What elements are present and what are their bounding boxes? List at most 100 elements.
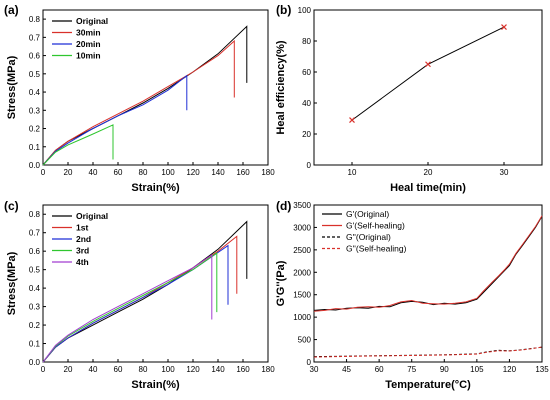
y-tick-label: 20 [302,130,311,139]
x-tick-label: 140 [211,168,225,177]
x-tick-label: 60 [114,365,123,374]
y-tick-label: 0.4 [29,284,41,293]
legend-entry: Original [76,211,108,221]
x-tick-label: 60 [375,365,384,374]
legend-entry: 20min [76,39,101,49]
y-axis-label: G'G''(Pa) [275,260,287,306]
plot-frame [42,9,269,166]
y-tick-label: 2000 [293,268,311,277]
panel-2: 0 20 40 60 80 100 120 140 160 1800.00.10.20.30.40… [4,199,275,391]
y-tick-label: 1000 [293,313,311,322]
x-tick-label: 140 [211,365,225,374]
x-axis-label: Heal time(min) [390,182,466,194]
series-line-3 [313,346,543,358]
legend-entry: Original [76,16,108,26]
plot-frame [313,204,543,363]
x-tick-label: 0 [41,365,46,374]
y-tick-label: 0.6 [29,247,41,256]
panel-3: 30 45 60 75 90 105 120 135 0 500 1000 1500 2000 2500 3… [275,199,549,391]
y-tick-label: 0.1 [29,143,41,152]
x-tick-label: 30 [500,168,509,177]
y-tick-label: 40 [302,99,311,108]
y-tick-label: 0.0 [29,358,41,367]
y-axis-ticks: 0.0 0.1 0.2 0.3 0.4 0.5 0.6 0.7 0.8 [29,210,46,367]
x-tick-label: 105 [470,365,484,374]
y-tick-label: 0.5 [29,70,41,79]
series-line-1 [42,39,235,166]
x-tick-label: 30 [310,365,319,374]
y-axis-label: Heal efficiency(%) [275,40,287,134]
y-tick-label: 0.7 [29,33,41,42]
x-tick-label: 90 [440,365,449,374]
y-tick-label: 80 [302,37,311,46]
x-axis-ticks: 0 20 40 60 80 100 120 140 160 180 [41,359,275,374]
plot-frame [313,9,543,166]
y-tick-label: 0.0 [29,161,41,170]
y-axis-label: Stress(MPa) [6,55,18,119]
x-tick-label: 40 [89,168,98,177]
x-tick-label: 120 [503,365,517,374]
legend-entry: G''(Original) [346,232,391,242]
data-point-marker [349,117,355,123]
panel-label: (c) [4,199,19,213]
x-tick-label: 0 [41,168,46,177]
series-line-4 [42,253,213,363]
x-tick-label: 180 [261,365,275,374]
series-line-1 [313,215,543,312]
data-point-marker [501,24,507,30]
x-tick-label: 135 [535,365,549,374]
series-line-3 [42,252,218,363]
x-tick-label: 120 [186,365,200,374]
legend-entry: 30min [76,28,101,38]
y-tick-label: 3500 [293,201,311,210]
y-tick-label: 0.5 [29,266,41,275]
y-tick-label: 0.3 [29,303,41,312]
series-line-2 [313,346,543,358]
y-tick-label: 500 [298,336,312,345]
x-axis-ticks: 10 20 30 [348,162,509,177]
x-tick-label: 180 [261,168,275,177]
legend-entry: G'(Original) [346,209,389,219]
legend-entry: G''(Self-healing) [346,244,407,254]
legend-entry: 10min [76,51,101,61]
series-line-0 [351,26,505,121]
x-tick-label: 120 [186,168,200,177]
x-tick-label: 75 [407,365,416,374]
y-tick-label: 0.2 [29,321,41,330]
x-axis-label: Strain(%) [131,182,180,194]
x-axis-ticks: 30 45 60 75 90 105 120 135 [310,359,549,374]
y-tick-label: 0.3 [29,106,41,115]
y-tick-label: 0 [307,161,312,170]
x-axis-label: Strain(%) [131,379,180,391]
legend-entry: 2nd [76,234,91,244]
y-tick-label: 0.8 [29,210,41,219]
panel-1: 10 20 30 0 20 40 60 80 100 Heal time(min) Heal eff… [275,3,543,194]
x-tick-label: 40 [89,365,98,374]
x-tick-label: 60 [114,168,123,177]
x-tick-label: 20 [424,168,433,177]
y-tick-label: 1500 [293,291,311,300]
legend-entry: G'(Self-healing) [346,221,405,231]
series-line-0 [42,220,248,363]
x-tick-label: 45 [342,365,351,374]
data-point-marker [425,61,431,68]
series-line-2 [42,74,188,166]
legend-entry: 3rd [76,246,89,256]
y-tick-label: 2500 [293,246,311,255]
x-axis-label: Temperature(°C) [385,379,471,391]
y-axis-ticks: 0 20 40 60 80 100 [298,6,317,170]
plot-frame [42,204,269,363]
series-line-0 [42,25,248,166]
x-tick-label: 10 [348,168,357,177]
panel-label: (a) [4,3,19,17]
x-tick-label: 20 [64,168,73,177]
y-tick-label: 3000 [293,223,311,232]
y-tick-label: 0.6 [29,52,41,61]
x-tick-label: 160 [236,168,250,177]
x-tick-label: 20 [64,365,73,374]
x-tick-label: 100 [161,365,175,374]
legend-entry: 1st [76,223,88,233]
y-axis-label: Stress(MPa) [6,251,18,315]
